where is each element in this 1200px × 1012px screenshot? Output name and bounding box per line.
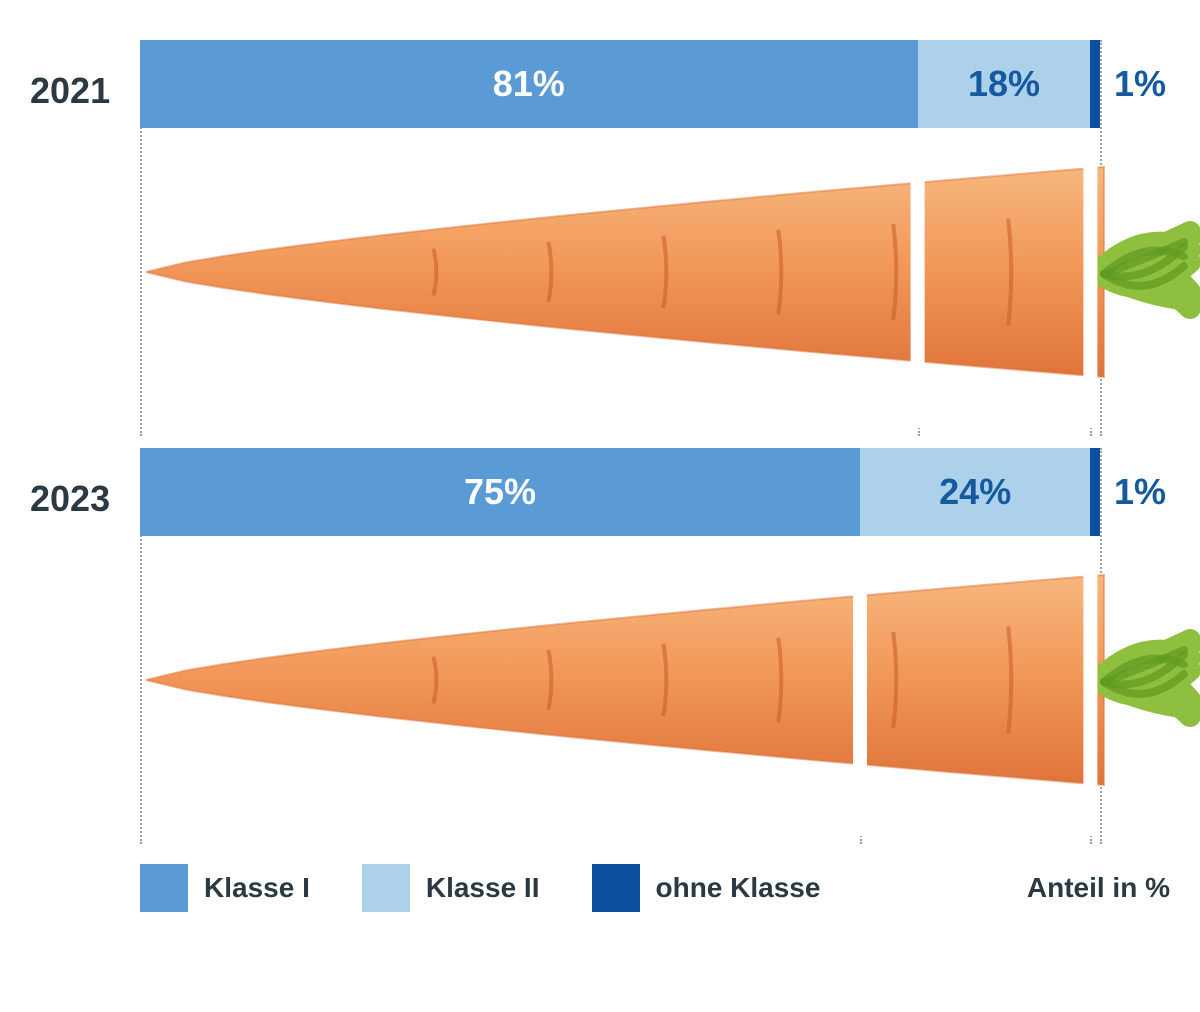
bar-segment-value: 1% — [1114, 63, 1166, 105]
legend-swatch-ohne — [592, 864, 640, 912]
carrot-icon — [140, 128, 1200, 428]
year-label: 2021 — [30, 40, 140, 112]
chart-rows: 202181%18%1% 202375%24%1% — [30, 40, 1170, 836]
bar-segment-klasse1: 75% — [140, 448, 860, 536]
bar-segment-klasse2: 18% — [918, 40, 1091, 128]
bar-track: 81%18%1% — [140, 40, 1100, 128]
legend-swatch-klasse2 — [362, 864, 410, 912]
row-body: 75%24%1% — [140, 448, 1200, 836]
carrot-icon — [140, 536, 1200, 836]
bar-segment-value: 1% — [1114, 471, 1166, 513]
bar-segment-ohne: 1% — [1090, 448, 1100, 536]
legend: Klasse I Klasse II ohne Klasse Anteil in… — [30, 864, 1170, 912]
bar-segment-klasse1: 81% — [140, 40, 918, 128]
legend-label-ohne: ohne Klasse — [656, 872, 821, 904]
axis-note: Anteil in % — [1027, 872, 1170, 904]
row-body: 81%18%1% — [140, 40, 1200, 428]
bar-segment-ohne: 1% — [1090, 40, 1100, 128]
legend-swatch-klasse1 — [140, 864, 188, 912]
chart-row-2023: 202375%24%1% — [30, 448, 1170, 836]
bar-track: 75%24%1% — [140, 448, 1100, 536]
legend-label-klasse2: Klasse II — [426, 872, 540, 904]
bar-segment-klasse2: 24% — [860, 448, 1090, 536]
year-label: 2023 — [30, 448, 140, 520]
bar: 81%18%1% — [140, 40, 1200, 128]
chart-row-2021: 202181%18%1% — [30, 40, 1170, 428]
bar: 75%24%1% — [140, 448, 1200, 536]
legend-label-klasse1: Klasse I — [204, 872, 310, 904]
